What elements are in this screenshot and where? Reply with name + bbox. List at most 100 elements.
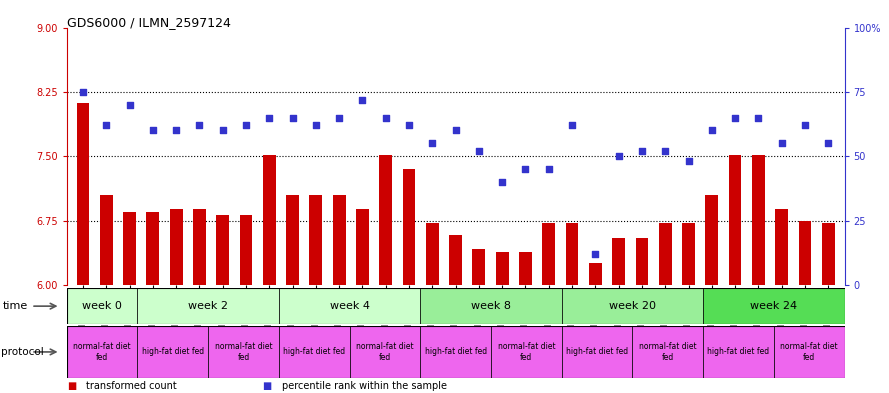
Bar	[703, 288, 845, 324]
Text: week 20: week 20	[609, 301, 656, 311]
Bar	[703, 326, 773, 378]
Bar	[147, 212, 159, 285]
Text: week 2: week 2	[188, 301, 228, 311]
Bar	[420, 288, 562, 324]
Text: percentile rank within the sample: percentile rank within the sample	[282, 381, 447, 391]
Text: transformed count: transformed count	[86, 381, 177, 391]
Point	[146, 127, 160, 134]
Bar	[752, 154, 765, 285]
Bar	[613, 238, 625, 285]
Bar	[659, 223, 671, 285]
Point	[612, 153, 626, 159]
Bar	[138, 288, 279, 324]
Bar	[496, 252, 509, 285]
Bar	[798, 220, 812, 285]
Point	[402, 122, 416, 129]
Bar	[589, 263, 602, 285]
Text: ■: ■	[67, 381, 76, 391]
Bar	[403, 169, 415, 285]
Bar	[356, 209, 369, 285]
Bar	[491, 326, 562, 378]
Bar	[193, 209, 206, 285]
Text: normal-fat diet
fed: normal-fat diet fed	[214, 342, 272, 362]
Bar	[279, 326, 349, 378]
Point	[308, 122, 323, 129]
Point	[449, 127, 463, 134]
Text: high-fat diet fed: high-fat diet fed	[141, 347, 204, 356]
Text: ■: ■	[262, 381, 271, 391]
Bar	[349, 326, 420, 378]
Text: week 8: week 8	[471, 301, 511, 311]
Point	[797, 122, 812, 129]
Bar	[263, 154, 276, 285]
Point	[821, 140, 836, 147]
Text: high-fat diet fed: high-fat diet fed	[708, 347, 770, 356]
Bar	[729, 154, 741, 285]
Point	[239, 122, 253, 129]
Point	[192, 122, 206, 129]
Point	[123, 101, 137, 108]
Bar	[636, 238, 648, 285]
Point	[285, 114, 300, 121]
Bar	[426, 223, 439, 285]
Bar	[76, 103, 90, 285]
Text: high-fat diet fed: high-fat diet fed	[425, 347, 486, 356]
Text: GDS6000 / ILMN_2597124: GDS6000 / ILMN_2597124	[67, 16, 230, 29]
Point	[100, 122, 114, 129]
Point	[495, 179, 509, 185]
Text: normal-fat diet
fed: normal-fat diet fed	[498, 342, 555, 362]
Point	[728, 114, 742, 121]
Bar	[565, 223, 579, 285]
Bar	[562, 326, 632, 378]
Point	[332, 114, 347, 121]
Point	[681, 158, 695, 165]
Point	[541, 166, 556, 172]
Point	[216, 127, 230, 134]
Point	[565, 122, 579, 129]
Text: time: time	[3, 301, 28, 311]
Bar	[380, 154, 392, 285]
Point	[751, 114, 765, 121]
Bar	[332, 195, 346, 285]
Point	[425, 140, 439, 147]
Bar	[216, 215, 229, 285]
Point	[635, 148, 649, 154]
Bar	[449, 235, 462, 285]
Text: high-fat diet fed: high-fat diet fed	[566, 347, 629, 356]
Bar	[773, 326, 845, 378]
Bar	[472, 249, 485, 285]
Bar	[562, 288, 703, 324]
Point	[472, 148, 486, 154]
Point	[589, 251, 603, 257]
Bar	[279, 288, 420, 324]
Bar	[240, 215, 252, 285]
Bar	[821, 223, 835, 285]
Bar	[705, 195, 718, 285]
Point	[76, 89, 90, 95]
Point	[356, 96, 370, 103]
Bar	[775, 209, 788, 285]
Text: week 0: week 0	[82, 301, 122, 311]
Text: normal-fat diet
fed: normal-fat diet fed	[781, 342, 838, 362]
Bar	[682, 223, 695, 285]
Bar	[67, 326, 138, 378]
Bar	[632, 326, 703, 378]
Bar	[519, 252, 532, 285]
Bar	[100, 195, 113, 285]
Bar	[138, 326, 208, 378]
Bar	[208, 326, 279, 378]
Point	[705, 127, 719, 134]
Bar	[309, 195, 323, 285]
Text: normal-fat diet
fed: normal-fat diet fed	[639, 342, 697, 362]
Point	[262, 114, 276, 121]
Text: normal-fat diet
fed: normal-fat diet fed	[356, 342, 413, 362]
Text: week 4: week 4	[330, 301, 370, 311]
Bar	[67, 288, 138, 324]
Bar	[542, 223, 555, 285]
Point	[169, 127, 183, 134]
Point	[379, 114, 393, 121]
Point	[658, 148, 672, 154]
Point	[518, 166, 533, 172]
Bar	[170, 209, 182, 285]
Point	[774, 140, 789, 147]
